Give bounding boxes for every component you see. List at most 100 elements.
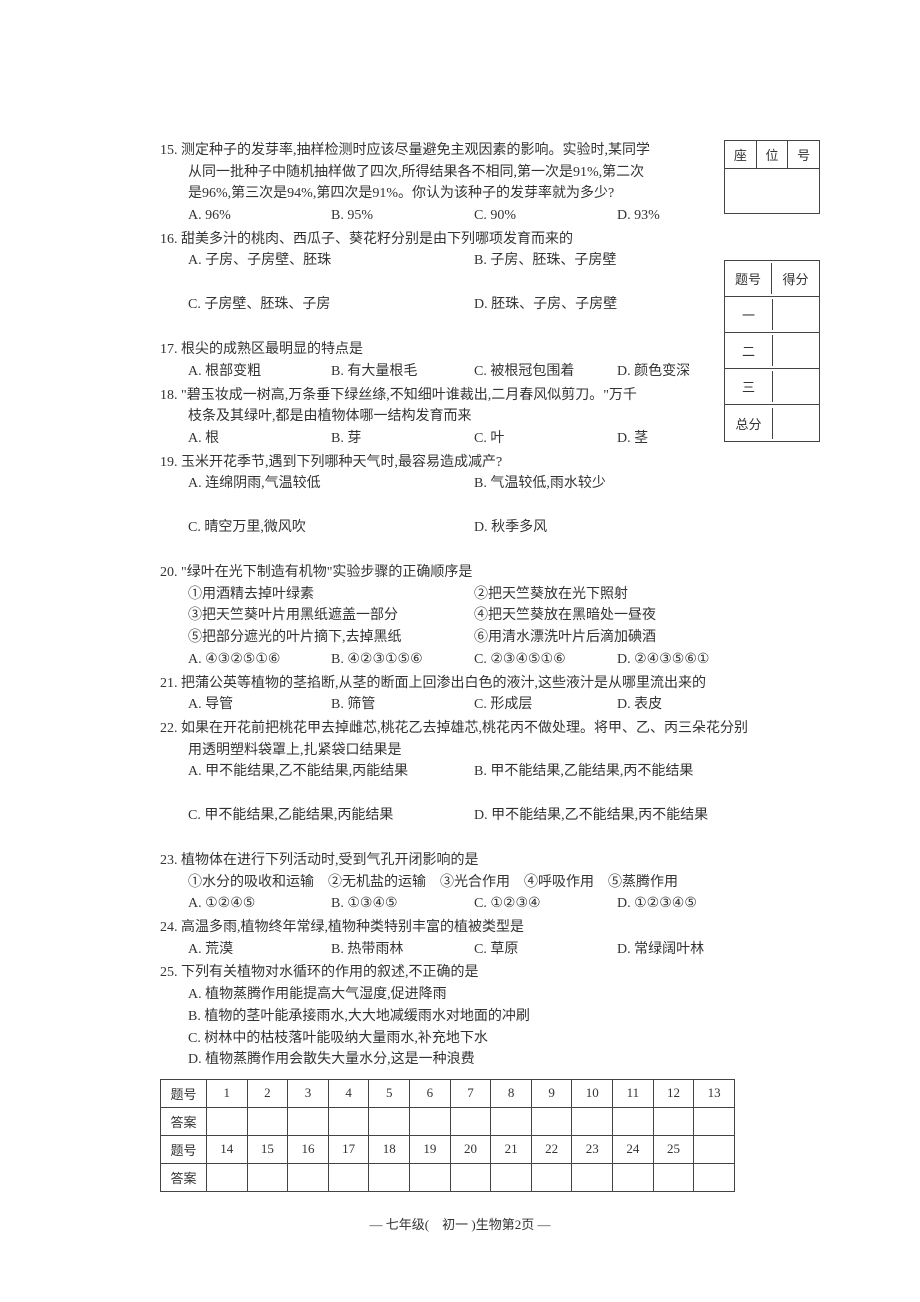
q17-opt-b: B. 有大量根毛 [331, 361, 474, 383]
col-1: 1 [207, 1079, 248, 1107]
q19-opt-b: B. 气温较低,雨水较少 [474, 473, 760, 516]
seat-label-2: 位 [757, 141, 789, 168]
seat-header-row: 座 位 号 [725, 141, 819, 169]
question-19: 19. 玉米开花季节,遇到下列哪种天气时,最容易造成减产? A. 连绵阴雨,气温… [160, 452, 760, 560]
ans-17 [328, 1163, 369, 1191]
q22-opt-c: C. 甲不能结果,乙能结果,丙能结果 [188, 805, 474, 848]
ans-6 [410, 1107, 451, 1135]
col-20: 20 [450, 1135, 491, 1163]
ans-19 [410, 1163, 451, 1191]
q20-s2: ②把天竺葵放在光下照射 [474, 584, 760, 606]
ans-1 [207, 1107, 248, 1135]
q25-stem: 25. 下列有关植物对水循环的作用的叙述,不正确的是 [160, 962, 760, 984]
answer-value-row-2: 答案 [161, 1163, 735, 1191]
ans-8 [491, 1107, 532, 1135]
q17-opt-c: C. 被根冠包围着 [474, 361, 617, 383]
q23-stem: 23. 植物体在进行下列活动时,受到气孔开闭影响的是 [160, 850, 760, 872]
answer-header-row-2: 题号 14 15 16 17 18 19 20 21 22 23 24 25 [161, 1135, 735, 1163]
q22-stem: 22. 如果在开花前把桃花甲去掉雌芯,桃花乙去掉雄芯,桃花丙不做处理。将甲、乙、… [160, 718, 760, 761]
ans-18 [369, 1163, 410, 1191]
q21-opt-a: A. 导管 [188, 694, 331, 716]
q23-sub: ①水分的吸收和运输 ②无机盐的运输 ③光合作用 ④呼吸作用 ⑤蒸腾作用 [160, 872, 760, 894]
q21-options: A. 导管 B. 筛管 C. 形成层 D. 表皮 [160, 694, 760, 716]
answer-table: 题号 1 2 3 4 5 6 7 8 9 10 11 12 13 答案 题号 1… [160, 1079, 735, 1192]
ans-10 [572, 1107, 613, 1135]
q19-opt-d: D. 秋季多风 [474, 517, 760, 560]
q21-opt-d: D. 表皮 [617, 694, 760, 716]
q16-options: A. 子房、子房壁、胚珠 B. 子房、胚珠、子房壁 C. 子房壁、胚珠、子房 D… [160, 250, 760, 337]
q20-s5: ⑤把部分遮光的叶片摘下,去掉黑纸 [188, 627, 474, 649]
q16-opt-a: A. 子房、子房壁、胚珠 [188, 250, 474, 293]
answer-header-row-1: 题号 1 2 3 4 5 6 7 8 9 10 11 12 13 [161, 1079, 735, 1107]
score-row-3: 三 [725, 369, 819, 405]
col-23: 23 [572, 1135, 613, 1163]
score-row-1: 一 [725, 297, 819, 333]
q15-stem: 15. 测定种子的发芽率,抽样检测时应该尽量避免主观因素的影响。实验时,某同学从… [160, 140, 760, 205]
ans-3 [288, 1107, 329, 1135]
q19-opt-c: C. 晴空万里,微风吹 [188, 517, 474, 560]
q24-stem: 24. 高温多雨,植物终年常绿,植物种类特别丰富的植被类型是 [160, 917, 760, 939]
score-row-total: 总分 [725, 405, 819, 441]
score-header: 题号 得分 [725, 261, 819, 297]
q20-s3: ③把天竺葵叶片用黑纸遮盖一部分 [188, 605, 474, 627]
col-3: 3 [288, 1079, 329, 1107]
col-21: 21 [491, 1135, 532, 1163]
q24-opt-d: D. 常绿阔叶林 [617, 939, 760, 961]
ans-4 [328, 1107, 369, 1135]
q20-s1: ①用酒精去掉叶绿素 [188, 584, 474, 606]
ans-11 [613, 1107, 654, 1135]
question-22: 22. 如果在开花前把桃花甲去掉雌芯,桃花乙去掉雄芯,桃花丙不做处理。将甲、乙、… [160, 718, 760, 848]
question-21: 21. 把蒲公英等植物的茎掐断,从茎的断面上回渗出白色的液汁,这些液汁是从哪里流… [160, 673, 760, 716]
q18-opt-b: B. 芽 [331, 428, 474, 450]
q16-stem: 16. 甜美多汁的桃肉、西瓜子、葵花籽分别是由下列哪项发育而来的 [160, 229, 760, 251]
score-header-s: 得分 [772, 263, 819, 294]
q20-opt-c: C. ②③④⑤①⑥ [474, 649, 617, 671]
answer-value-row-1: 答案 [161, 1107, 735, 1135]
col-25: 25 [653, 1135, 694, 1163]
question-18: 18. "碧玉妆成一树高,万条垂下绿丝绦,不知细叶谁裁出,二月春风似剪刀。"万千… [160, 385, 760, 450]
col-4: 4 [328, 1079, 369, 1107]
ans-12 [653, 1107, 694, 1135]
q15-opt-c: C. 90% [474, 205, 617, 227]
q23-opt-c: C. ①②③④ [474, 893, 617, 915]
q18-options: A. 根 B. 芽 C. 叶 D. 茎 [160, 428, 760, 450]
ans-24 [613, 1163, 654, 1191]
score-row-total-label: 总分 [725, 408, 773, 439]
col-18: 18 [369, 1135, 410, 1163]
question-17: 17. 根尖的成熟区最明显的特点是 A. 根部变粗 B. 有大量根毛 C. 被根… [160, 339, 760, 382]
question-24: 24. 高温多雨,植物终年常绿,植物种类特别丰富的植被类型是 A. 荒漠 B. … [160, 917, 760, 960]
score-row-2-label: 二 [725, 335, 773, 366]
seat-value [725, 169, 819, 213]
col-9: 9 [531, 1079, 572, 1107]
ans-7 [450, 1107, 491, 1135]
ans-2 [247, 1107, 288, 1135]
col-5: 5 [369, 1079, 410, 1107]
ans-15 [247, 1163, 288, 1191]
q19-stem: 19. 玉米开花季节,遇到下列哪种天气时,最容易造成减产? [160, 452, 760, 474]
q20-s4: ④把天竺葵放在黑暗处一昼夜 [474, 605, 760, 627]
q20-opt-b: B. ④②③①⑤⑥ [331, 649, 474, 671]
q20-opt-d: D. ②④③⑤⑥① [617, 649, 760, 671]
q15-opt-b: B. 95% [331, 205, 474, 227]
q23-opt-b: B. ①③④⑤ [331, 893, 474, 915]
q17-options: A. 根部变粗 B. 有大量根毛 C. 被根冠包围着 D. 颜色变深 [160, 361, 760, 383]
q19-options: A. 连绵阴雨,气温较低 B. 气温较低,雨水较少 C. 晴空万里,微风吹 D.… [160, 473, 760, 560]
col-17: 17 [328, 1135, 369, 1163]
col-13: 13 [694, 1079, 735, 1107]
seat-number-box: 座 位 号 [724, 140, 820, 214]
q24-opt-c: C. 草原 [474, 939, 617, 961]
answer-label-q1: 题号 [161, 1079, 207, 1107]
q21-opt-b: B. 筛管 [331, 694, 474, 716]
q16-opt-b: B. 子房、胚珠、子房壁 [474, 250, 760, 293]
score-row-3-label: 三 [725, 371, 773, 402]
ans-5 [369, 1107, 410, 1135]
q18-stem: 18. "碧玉妆成一树高,万条垂下绿丝绦,不知细叶谁裁出,二月春风似剪刀。"万千… [160, 385, 760, 428]
q24-opt-a: A. 荒漠 [188, 939, 331, 961]
score-header-q: 题号 [725, 263, 772, 294]
q17-stem: 17. 根尖的成熟区最明显的特点是 [160, 339, 760, 361]
q22-opt-b: B. 甲不能结果,乙能结果,丙不能结果 [474, 761, 760, 804]
seat-label-3: 号 [788, 141, 819, 168]
score-row-2: 二 [725, 333, 819, 369]
q23-opt-d: D. ①②③④⑤ [617, 893, 760, 915]
question-20: 20. "绿叶在光下制造有机物"实验步骤的正确顺序是 ①用酒精去掉叶绿素 ②把天… [160, 562, 760, 670]
